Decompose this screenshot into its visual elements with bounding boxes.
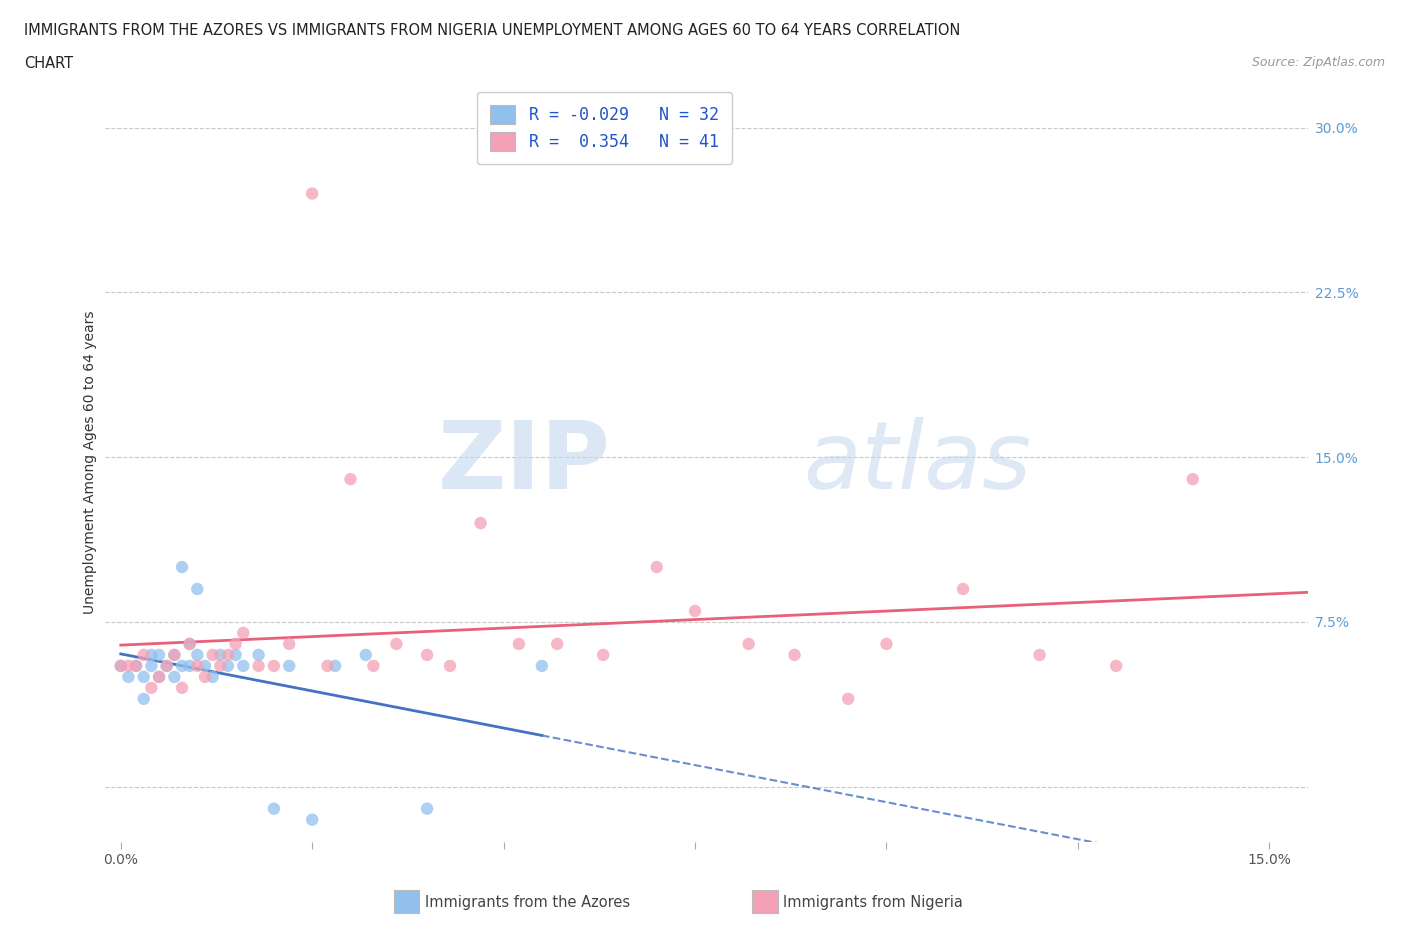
Point <box>117 658 139 673</box>
Point <box>170 658 193 673</box>
Text: IMMIGRANTS FROM THE AZORES VS IMMIGRANTS FROM NIGERIA UNEMPLOYMENT AMONG AGES 60: IMMIGRANTS FROM THE AZORES VS IMMIGRANTS… <box>24 23 960 38</box>
Text: Immigrants from Nigeria: Immigrants from Nigeria <box>783 895 963 910</box>
Point <box>530 658 553 673</box>
Point <box>247 647 270 662</box>
Point <box>247 658 270 673</box>
Legend: R = -0.029   N = 32, R =  0.354   N = 41: R = -0.029 N = 32, R = 0.354 N = 41 <box>477 92 733 165</box>
Point <box>875 636 897 651</box>
Point <box>1181 472 1204 486</box>
Text: Immigrants from the Azores: Immigrants from the Azores <box>425 895 630 910</box>
Point <box>110 658 132 673</box>
Point <box>783 647 806 662</box>
Point <box>263 802 285 817</box>
Point <box>363 658 385 673</box>
Point <box>592 647 614 662</box>
Point <box>170 681 193 696</box>
Point <box>217 658 239 673</box>
Point <box>217 647 239 662</box>
Point <box>683 604 706 618</box>
Point <box>141 681 163 696</box>
Point <box>470 515 492 530</box>
Point <box>209 647 232 662</box>
Point <box>141 647 163 662</box>
Text: ZIP: ZIP <box>437 417 610 509</box>
Point <box>117 670 139 684</box>
Point <box>209 658 232 673</box>
Point <box>416 647 439 662</box>
Point <box>278 636 301 651</box>
Point <box>1028 647 1050 662</box>
Point <box>645 560 668 575</box>
Point <box>301 186 323 201</box>
Y-axis label: Unemployment Among Ages 60 to 64 years: Unemployment Among Ages 60 to 64 years <box>83 311 97 615</box>
Point <box>148 670 170 684</box>
Text: atlas: atlas <box>803 418 1031 508</box>
Point <box>148 647 170 662</box>
Point <box>546 636 568 651</box>
Point <box>354 647 377 662</box>
Point <box>339 472 361 486</box>
Point <box>385 636 408 651</box>
Point <box>225 636 247 651</box>
Point <box>179 658 201 673</box>
Point <box>186 658 208 673</box>
Text: Source: ZipAtlas.com: Source: ZipAtlas.com <box>1251 56 1385 69</box>
Point <box>232 658 254 673</box>
Point <box>201 647 224 662</box>
Point <box>156 658 179 673</box>
Point <box>163 670 186 684</box>
Point <box>263 658 285 673</box>
Point <box>508 636 530 651</box>
Point <box>163 647 186 662</box>
Point <box>186 581 208 596</box>
Point <box>156 658 179 673</box>
Point <box>301 812 323 827</box>
Point <box>125 658 148 673</box>
Point <box>201 670 224 684</box>
Point <box>316 658 339 673</box>
Point <box>163 647 186 662</box>
Point <box>148 670 170 684</box>
Point <box>179 636 201 651</box>
Point <box>416 802 439 817</box>
Point <box>439 658 461 673</box>
Point <box>225 647 247 662</box>
Point <box>179 636 201 651</box>
Point <box>125 658 148 673</box>
Point <box>737 636 759 651</box>
Point <box>170 560 193 575</box>
Point <box>837 691 859 706</box>
Point <box>194 658 217 673</box>
Point <box>186 647 208 662</box>
Point <box>132 670 155 684</box>
Point <box>1105 658 1128 673</box>
Point <box>132 647 155 662</box>
Text: CHART: CHART <box>24 56 73 71</box>
Point <box>194 670 217 684</box>
Point <box>323 658 346 673</box>
Point <box>952 581 974 596</box>
Point <box>110 658 132 673</box>
Point <box>278 658 301 673</box>
Point <box>232 626 254 641</box>
Point <box>132 691 155 706</box>
Point <box>141 658 163 673</box>
